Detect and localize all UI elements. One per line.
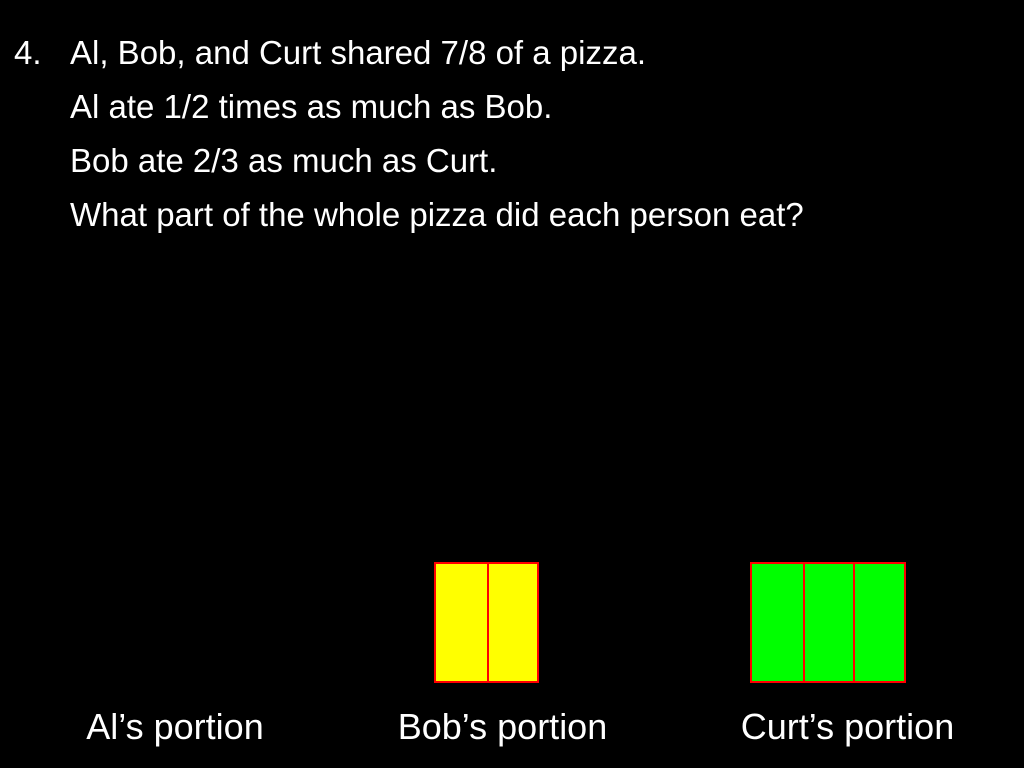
portion-unit <box>486 564 537 681</box>
curt-portion-bar <box>750 562 906 683</box>
al-portion-label: Al’s portion <box>86 706 264 747</box>
problem-line-1: Al, Bob, and Curt shared 7/8 of a pizza. <box>70 34 647 71</box>
bob-portion-label: Bob’s portion <box>397 706 608 747</box>
portion-unit <box>436 564 487 681</box>
curt-portion-label: Curt’s portion <box>740 706 955 747</box>
bob-portion-bar <box>434 562 539 683</box>
portion-unit <box>802 564 854 681</box>
problem-line-3: Bob ate 2/3 as much as Curt. <box>70 142 498 179</box>
problem-number: 4. <box>14 34 42 71</box>
problem-text: Al, Bob, and Curt shared 7/8 of a pizza.… <box>70 26 804 242</box>
problem-question: What part of the whole pizza did each pe… <box>70 196 804 233</box>
problem-line-2: Al ate 1/2 times as much as Bob. <box>70 88 553 125</box>
portion-unit <box>853 564 904 681</box>
portion-unit <box>752 564 803 681</box>
